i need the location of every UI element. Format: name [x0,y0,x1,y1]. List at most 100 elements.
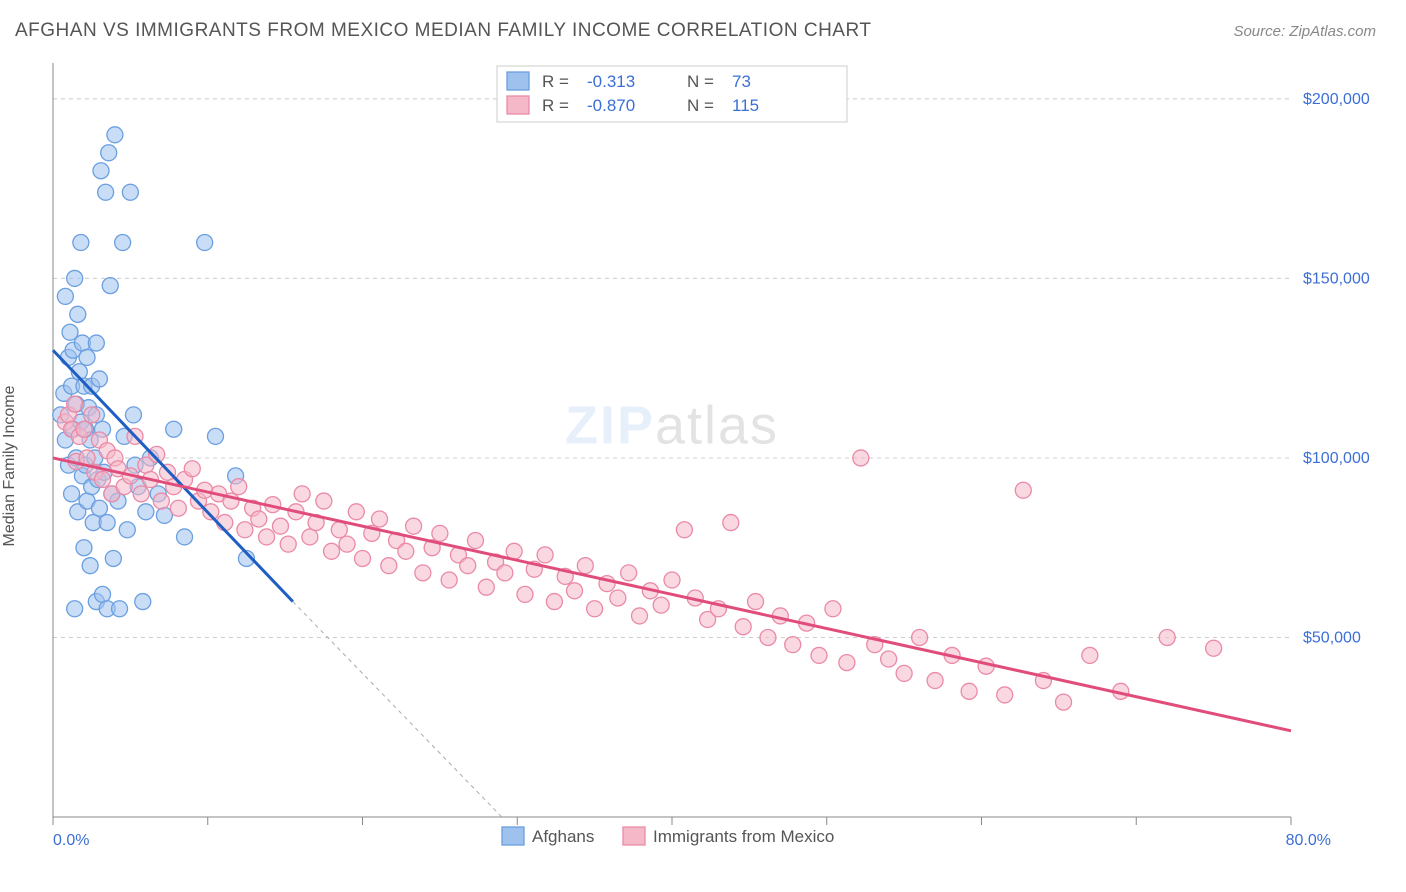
data-point [272,518,288,534]
data-point [748,594,764,610]
data-point [621,565,637,581]
legend-swatch [623,827,645,845]
data-point [95,471,111,487]
data-point [133,486,149,502]
data-point [567,583,583,599]
data-point [79,349,95,365]
data-point [231,479,247,495]
data-point [64,486,80,502]
legend-swatch [502,827,524,845]
data-point [105,550,121,566]
data-point [912,629,928,645]
data-point [406,518,422,534]
data-point [517,586,533,602]
data-point [112,601,128,617]
legend-n-value: 115 [732,96,759,115]
data-point [82,558,98,574]
data-point [177,529,193,545]
legend-label: Afghans [532,827,594,846]
data-point [881,651,897,667]
data-point [348,504,364,520]
data-point [331,522,347,538]
x-min-label: 0.0% [53,832,89,849]
data-point [91,371,107,387]
data-point [355,550,371,566]
data-point [67,601,83,617]
data-point [537,547,553,563]
data-point [93,163,109,179]
data-point [153,493,169,509]
data-point [441,572,457,588]
legend-r-label: R = [542,96,569,115]
data-point [587,601,603,617]
data-point [467,533,483,549]
legend-swatch [507,96,529,114]
x-max-label: 80.0% [1286,832,1331,849]
data-point [197,235,213,251]
data-point [785,637,801,653]
data-point [1056,694,1072,710]
data-point [415,565,431,581]
data-point [997,687,1013,703]
legend-r-value: -0.313 [587,72,635,91]
data-point [432,525,448,541]
data-point [98,184,114,200]
trend-line [53,458,1291,731]
data-point [302,529,318,545]
data-point [1159,629,1175,645]
data-point [91,500,107,516]
data-point [839,655,855,671]
data-point [546,594,562,610]
data-point [138,504,154,520]
data-point [166,421,182,437]
data-point [73,235,89,251]
data-point [57,288,73,304]
data-point [67,396,83,412]
data-point [735,619,751,635]
data-point [76,540,92,556]
data-point [372,511,388,527]
data-point [339,536,355,552]
data-point [398,543,414,559]
data-point [99,515,115,531]
watermark: ZIPatlas [565,396,779,456]
data-point [70,306,86,322]
data-point [896,665,912,681]
data-point [676,522,692,538]
data-point [259,529,275,545]
chart-title: AFGHAN VS IMMIGRANTS FROM MEXICO MEDIAN … [15,20,871,42]
data-point [460,558,476,574]
data-point [294,486,310,502]
data-point [723,515,739,531]
data-point [101,145,117,161]
data-point [88,335,104,351]
data-point [237,522,253,538]
legend-r-value: -0.870 [587,96,635,115]
data-point [760,629,776,645]
data-point [961,683,977,699]
data-point [316,493,332,509]
data-point [107,127,123,143]
data-point [184,461,200,477]
y-axis-label: Median Family Income [1,386,19,547]
data-point [251,511,267,527]
data-point [115,235,131,251]
data-point [478,579,494,595]
data-point [381,558,397,574]
correlation-chart: $50,000$100,000$150,000$200,000ZIPatlas0… [15,55,1391,877]
legend-label: Immigrants from Mexico [653,827,834,846]
chart-source: Source: ZipAtlas.com [1233,23,1376,40]
data-point [95,586,111,602]
legend-r-label: R = [542,72,569,91]
data-point [610,590,626,606]
data-point [125,407,141,423]
legend-n-value: 73 [732,72,751,91]
data-point [927,673,943,689]
legend-n-label: N = [687,96,714,115]
data-point [577,558,593,574]
data-point [102,278,118,294]
y-tick-label: $150,000 [1303,270,1370,287]
y-tick-label: $100,000 [1303,450,1370,467]
data-point [135,594,151,610]
y-tick-label: $200,000 [1303,91,1370,108]
